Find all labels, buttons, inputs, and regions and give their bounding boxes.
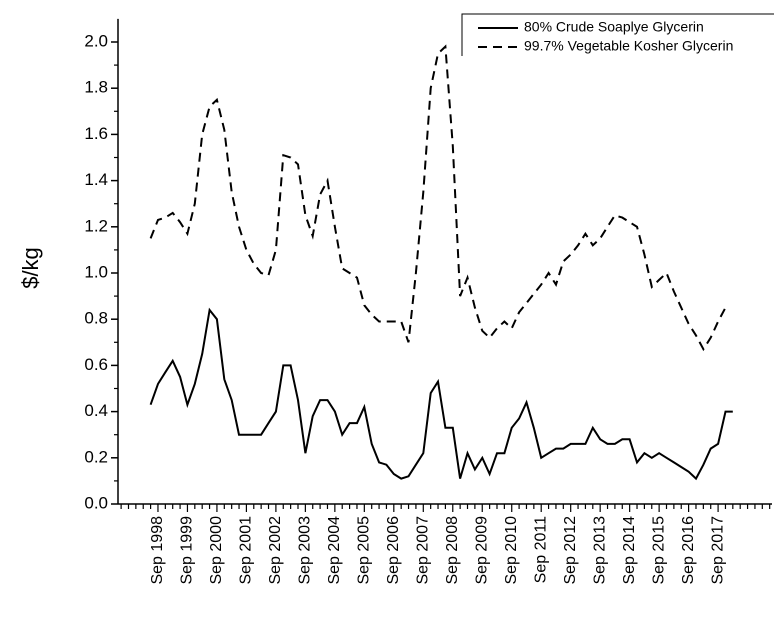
x-tick-label: Sep 2010 — [503, 516, 520, 585]
x-tick-label: Sep 2005 — [356, 516, 373, 585]
y-axis-label: $/kg — [18, 247, 43, 289]
x-tick-label: Sep 2001 — [238, 516, 255, 585]
legend-label: 80% Crude Soaplye Glycerin — [524, 19, 704, 35]
y-tick-label: 2.0 — [84, 31, 108, 50]
y-tick-label: 0.8 — [84, 309, 108, 328]
x-tick-label: Sep 2000 — [208, 516, 225, 585]
x-tick-label: Sep 2016 — [680, 516, 697, 585]
y-tick-label: 1.8 — [84, 78, 108, 97]
x-tick-label: Sep 2012 — [562, 516, 579, 585]
y-tick-label: 1.0 — [84, 262, 108, 281]
x-tick-label: Sep 2006 — [385, 516, 402, 585]
x-tick-label: Sep 2011 — [532, 516, 549, 583]
x-tick-label: Sep 2009 — [473, 516, 490, 585]
line-series — [149, 44, 727, 352]
x-tick-label: Sep 2003 — [297, 516, 314, 585]
y-tick-label: 0.0 — [84, 493, 108, 512]
x-tick-label: Sep 2008 — [444, 516, 461, 585]
y-tick-label: 0.2 — [84, 447, 108, 466]
y-tick-label: 1.6 — [84, 124, 108, 143]
y-tick-label: 1.2 — [84, 216, 108, 235]
x-tick-label: Sep 2017 — [709, 516, 726, 585]
legend-box — [461, 13, 774, 56]
x-tick-label: Sep 2004 — [326, 516, 343, 585]
legend-label: 99.7% Vegetable Kosher Glycerin — [524, 38, 733, 54]
line-series — [149, 307, 733, 481]
x-tick-label: Sep 2013 — [591, 516, 608, 585]
x-tick-label: Sep 2014 — [621, 516, 638, 585]
y-tick-label: 1.4 — [84, 170, 108, 189]
x-tick-label: Sep 2007 — [415, 516, 432, 585]
x-tick-label: Sep 1999 — [179, 516, 196, 585]
x-tick-label: Sep 2015 — [650, 516, 667, 585]
y-tick-label: 0.6 — [84, 355, 108, 374]
y-tick-label: 0.4 — [84, 401, 108, 420]
x-tick-label: Sep 2002 — [267, 516, 284, 585]
x-tick-label: Sep 1998 — [149, 516, 166, 585]
